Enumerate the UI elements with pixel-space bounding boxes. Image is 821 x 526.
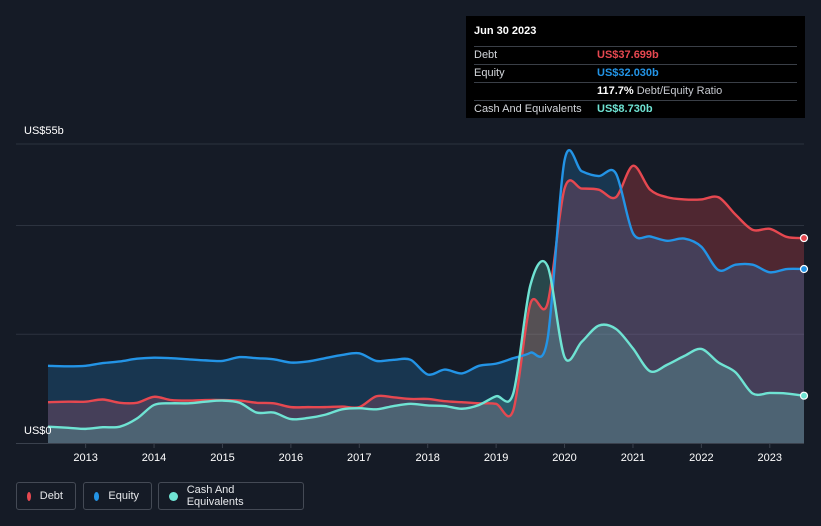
tooltip-ratio-label: Debt/Equity Ratio [636, 85, 723, 97]
x-tick-label: 2019 [484, 452, 508, 464]
tooltip-cash-value: US$8.730b [597, 103, 653, 115]
end-markers [799, 233, 809, 400]
legend-cash[interactable]: Cash And Equivalents [158, 482, 304, 510]
x-tick-label: 2023 [758, 452, 782, 464]
equity-end-marker [799, 264, 809, 274]
debt-legend-dot [27, 491, 31, 501]
x-axis-ticks: 2013 2014 2015 2016 2017 2018 2019 2020 2021 2022… [73, 443, 782, 464]
legend-debt-label: Debt [39, 490, 63, 502]
equity-legend-dot [94, 491, 100, 501]
legend-debt[interactable]: Debt [16, 482, 76, 510]
x-tick-label: 2013 [73, 452, 97, 464]
y-axis-top-label: US$55b [24, 125, 64, 137]
cash-legend-dot [169, 491, 178, 501]
x-tick-label: 2015 [210, 452, 234, 464]
tooltip-debt-label: Debt [474, 49, 498, 61]
tooltip-cash-row: Cash And Equivalents US$8.730b [474, 100, 797, 118]
cash-and-equivalents-end-marker [799, 391, 809, 400]
legend-cash-label: Cash And Equivalents [186, 484, 244, 508]
series-lines [47, 149, 805, 431]
grid-lines [16, 143, 804, 444]
legend-equity[interactable]: Equity [83, 482, 152, 510]
data-tooltip: Jun 30 2023 Debt US$37.699b Equity US$32… [466, 16, 805, 118]
tooltip-equity-label: Equity [474, 67, 505, 79]
x-tick-label: 2016 [279, 452, 303, 464]
debt-end-marker [799, 233, 809, 243]
legend-equity-label: Equity [108, 490, 139, 502]
x-tick-label: 2018 [415, 452, 439, 464]
tooltip-cash-label: Cash And Equivalents [474, 103, 582, 115]
tooltip-equity-row: Equity US$32.030b [474, 64, 797, 82]
cash-and-equivalents-area [48, 261, 804, 443]
x-tick-label: 2020 [552, 452, 576, 464]
tooltip-ratio-spacer [474, 83, 597, 100]
equity-line [47, 149, 805, 376]
cash-and-equivalents-line [47, 259, 805, 431]
tooltip-debt-value: US$37.699b [597, 49, 659, 61]
tooltip-debt-row: Debt US$37.699b [474, 46, 797, 64]
tooltip-ratio-value: 117.7% [597, 85, 634, 97]
y-axis-bottom-label: US$0 [24, 425, 52, 437]
tooltip-date: Jun 30 2023 [474, 25, 537, 37]
series-areas [48, 150, 804, 444]
tooltip-ratio-row: 117.7% Debt/Equity Ratio [474, 82, 797, 100]
tooltip-equity-value: US$32.030b [597, 67, 659, 79]
debt-line [47, 164, 805, 418]
debt-area [48, 165, 804, 443]
x-tick-label: 2014 [142, 452, 166, 464]
equity-area [48, 150, 804, 444]
x-tick-label: 2017 [347, 452, 371, 464]
x-tick-label: 2021 [621, 452, 645, 464]
x-tick-label: 2022 [689, 452, 713, 464]
